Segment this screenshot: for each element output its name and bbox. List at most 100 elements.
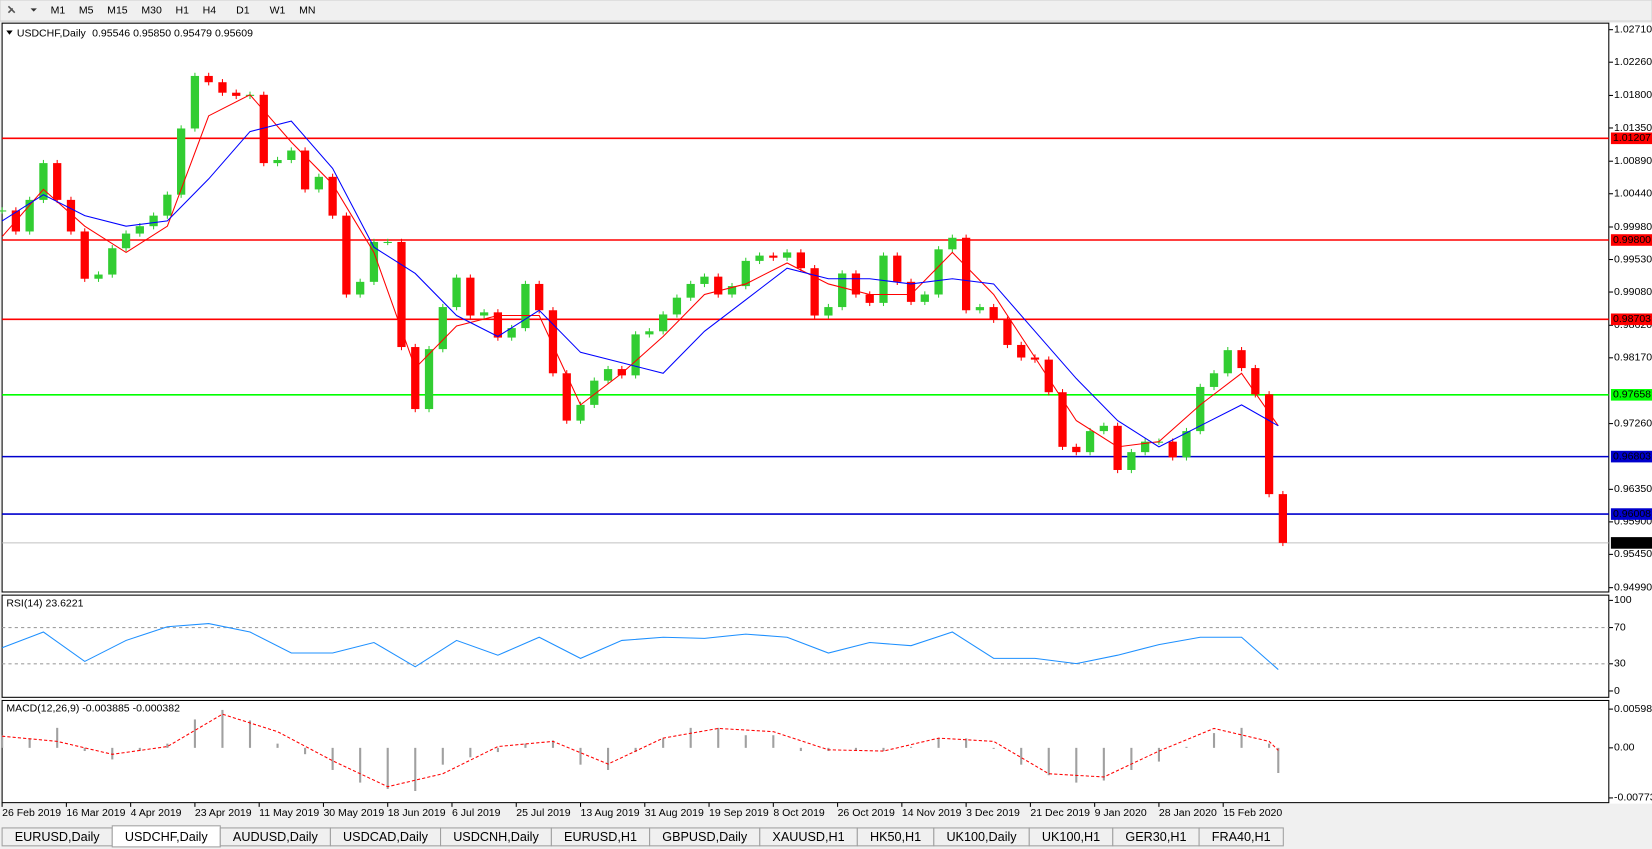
candle <box>548 310 558 374</box>
x-tick-label: 6 Jul 2019 <box>452 807 501 819</box>
tab-label[interactable]: USDCHF,Daily <box>125 830 208 844</box>
candle <box>851 273 861 295</box>
candle <box>135 226 144 234</box>
candle <box>66 199 76 232</box>
candle <box>121 233 131 249</box>
tab-label[interactable]: UK100,Daily <box>946 830 1017 844</box>
y-tick-label: 0 <box>1614 685 1620 697</box>
level-label: 0.98703 <box>1613 313 1651 325</box>
tab-label[interactable]: HK50,H1 <box>870 830 921 844</box>
tab-label[interactable]: AUDUSD,Daily <box>233 830 319 844</box>
candle <box>438 307 447 350</box>
candle <box>314 176 323 190</box>
candle <box>975 307 985 311</box>
tab-label[interactable]: USDCNH,Daily <box>453 830 539 844</box>
candle <box>906 281 916 302</box>
timeframe-button[interactable]: D1 <box>236 4 250 16</box>
tool-icon[interactable] <box>7 5 37 14</box>
rsi-title: RSI(14) 23.6221 <box>6 597 83 609</box>
y-tick-label: 0.94990 <box>1614 581 1652 593</box>
x-tick-label: 21 Dec 2019 <box>1030 807 1090 819</box>
candle <box>562 373 571 421</box>
candle <box>1237 350 1246 369</box>
bid-label: 0.95609 <box>1613 537 1651 549</box>
x-tick-label: 25 Jul 2019 <box>516 807 571 819</box>
candle <box>424 349 434 410</box>
x-tick-label: 18 Jun 2019 <box>388 807 446 819</box>
x-tick-label: 8 Oct 2019 <box>773 807 825 819</box>
candle <box>356 281 365 295</box>
timeframe-button[interactable]: W1 <box>270 4 286 16</box>
candle <box>824 307 833 316</box>
candle <box>1264 394 1274 495</box>
level-label: 0.97658 <box>1613 389 1651 401</box>
y-tick-label: -0.007737 <box>1614 792 1652 804</box>
tab-label[interactable]: UK100,H1 <box>1042 830 1100 844</box>
y-tick-label: 1.02710 <box>1614 23 1652 35</box>
candle <box>259 94 268 164</box>
x-tick-label: 26 Feb 2019 <box>2 807 61 819</box>
candle <box>273 159 282 164</box>
x-tick-label: 3 Dec 2019 <box>966 807 1020 819</box>
candle <box>948 237 957 250</box>
candle <box>1141 441 1150 453</box>
candle <box>645 331 654 335</box>
timeframe-button[interactable]: M30 <box>141 4 162 16</box>
timeframe-button[interactable]: MN <box>299 4 315 16</box>
candle <box>617 369 626 376</box>
level-tag <box>1610 313 1652 326</box>
timeframe-button[interactable]: H1 <box>176 4 190 16</box>
candle <box>328 176 337 216</box>
y-tick-label: 1.01350 <box>1614 122 1652 134</box>
timeframe-button[interactable]: M1 <box>51 4 66 16</box>
candle <box>383 241 392 244</box>
candle <box>149 215 158 227</box>
x-tick-label: 11 May 2019 <box>259 807 319 819</box>
x-tick-label: 14 Nov 2019 <box>902 807 962 819</box>
candle <box>80 231 89 279</box>
y-tick-label: 70 <box>1614 621 1626 633</box>
candle <box>1099 425 1108 432</box>
macd-title: MACD(12,26,9) -0.003885 -0.000382 <box>6 703 180 715</box>
y-tick-label: 0.005986 <box>1614 703 1652 715</box>
level-tag <box>1610 450 1652 463</box>
candle <box>934 249 943 295</box>
y-tick-label: 1.00890 <box>1614 155 1652 167</box>
tab[interactable] <box>1198 827 1284 847</box>
candle <box>163 194 172 216</box>
tab-label[interactable]: XAUUSD,H1 <box>772 830 844 844</box>
candle <box>1168 441 1177 458</box>
timeframe-button[interactable]: M15 <box>107 4 128 16</box>
rsi-pane <box>1 594 1610 698</box>
candle <box>796 252 805 269</box>
level-label: 0.99800 <box>1613 234 1651 246</box>
timeframe-button[interactable]: H4 <box>203 4 217 16</box>
candle <box>507 328 516 338</box>
candle <box>1223 350 1232 374</box>
candle <box>94 274 103 279</box>
y-tick-label: 100 <box>1614 594 1632 606</box>
tab-label[interactable]: FRA40,H1 <box>1212 830 1271 844</box>
candle <box>672 297 682 315</box>
tab-label[interactable]: GBPUSD,Daily <box>662 830 748 844</box>
main-pane <box>1 22 1610 593</box>
x-tick-label: 13 Aug 2019 <box>581 807 640 819</box>
tab-label[interactable]: GER30,H1 <box>1125 830 1186 844</box>
candle <box>287 150 296 160</box>
x-tick-label: 16 Mar 2019 <box>66 807 125 819</box>
candle <box>342 215 351 295</box>
candle <box>631 334 640 376</box>
y-tick-label: 0.98170 <box>1614 352 1652 364</box>
candle <box>659 314 668 332</box>
tab-label[interactable]: EURUSD,Daily <box>15 830 101 844</box>
toolbar <box>0 0 1652 22</box>
candle <box>920 294 929 302</box>
tab-label[interactable]: EURUSD,H1 <box>564 830 637 844</box>
candle <box>1030 357 1040 360</box>
candle <box>452 277 461 308</box>
tab-label[interactable]: USDCAD,Daily <box>343 830 429 844</box>
timeframe-button[interactable]: M5 <box>79 4 94 16</box>
candle <box>686 283 695 298</box>
